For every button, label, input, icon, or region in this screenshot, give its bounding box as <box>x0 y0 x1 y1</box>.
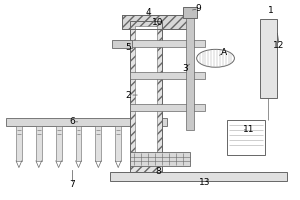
Bar <box>130 104 205 111</box>
Bar <box>183 7 197 18</box>
Bar <box>115 126 121 161</box>
Text: 3: 3 <box>182 64 188 73</box>
Text: 2: 2 <box>125 91 131 100</box>
Bar <box>16 126 22 161</box>
Bar <box>6 118 167 126</box>
Text: 6: 6 <box>70 117 75 126</box>
Bar <box>135 26 157 165</box>
Text: 8: 8 <box>155 167 161 176</box>
Bar <box>56 126 61 161</box>
Bar <box>186 15 194 130</box>
Bar <box>130 152 190 166</box>
Bar <box>122 15 190 28</box>
Text: 5: 5 <box>125 43 131 52</box>
Text: 10: 10 <box>152 18 164 27</box>
Bar <box>122 15 190 28</box>
Text: 12: 12 <box>273 41 285 50</box>
Text: 4: 4 <box>145 8 151 17</box>
Bar <box>227 120 265 155</box>
Text: 7: 7 <box>70 180 75 189</box>
Text: 1: 1 <box>268 6 274 15</box>
Bar <box>112 40 132 48</box>
Ellipse shape <box>197 49 234 67</box>
Bar <box>130 40 205 47</box>
Text: 13: 13 <box>199 178 210 187</box>
Text: 9: 9 <box>196 4 202 13</box>
Bar <box>110 171 287 181</box>
Text: 11: 11 <box>243 125 254 134</box>
Bar <box>130 72 205 79</box>
Bar <box>260 19 277 98</box>
Bar <box>36 126 42 161</box>
Bar <box>130 21 162 171</box>
Bar <box>130 21 162 171</box>
Bar <box>76 126 82 161</box>
Text: A: A <box>220 48 226 57</box>
Bar <box>95 126 101 161</box>
